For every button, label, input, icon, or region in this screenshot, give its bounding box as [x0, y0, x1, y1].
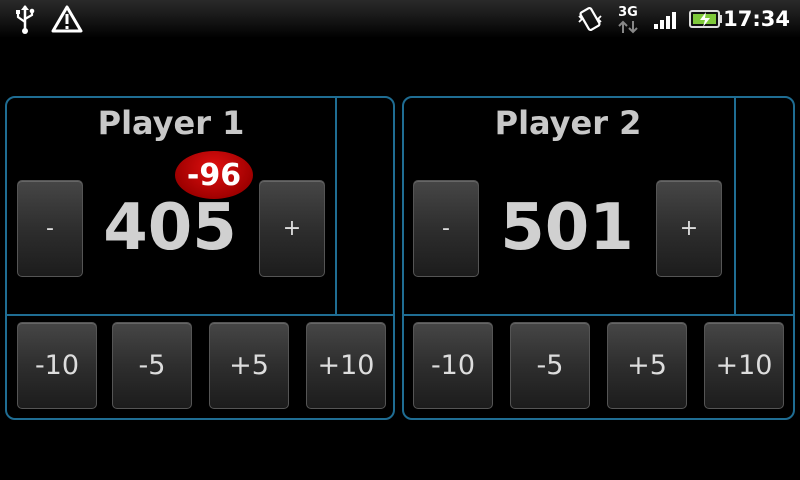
step-plus-10-button[interactable]: +10: [306, 322, 386, 409]
vibrate-icon: [575, 0, 605, 38]
player-name: Player 1: [97, 104, 245, 142]
step-minus-10-button[interactable]: -10: [413, 322, 493, 409]
usb-icon: [12, 0, 38, 38]
warning-icon: [50, 0, 84, 38]
network-3g-icon: 3G: [614, 0, 642, 38]
signal-icon: [652, 0, 682, 38]
step-minus-10-button[interactable]: -10: [17, 322, 97, 409]
step-minus-5-button[interactable]: -5: [112, 322, 192, 409]
step-plus-10-button[interactable]: +10: [704, 322, 784, 409]
player-score: 501: [500, 191, 634, 265]
score-delta-badge: -96: [175, 151, 253, 199]
panel-divider: [734, 98, 736, 314]
player-1-panel: Player 1 - 405 + -96 -10 -5 +5 +10: [5, 96, 395, 420]
increment-button[interactable]: +: [656, 180, 722, 277]
network-type-label: 3G: [618, 5, 638, 20]
player-score: 405: [103, 191, 237, 265]
status-bar: 3G 17:34: [0, 0, 800, 38]
panel-divider: [335, 98, 337, 314]
player-name: Player 2: [494, 104, 642, 142]
clock: 17:34: [723, 7, 790, 31]
decrement-button[interactable]: -: [413, 180, 479, 277]
step-plus-5-button[interactable]: +5: [209, 322, 289, 409]
decrement-button[interactable]: -: [17, 180, 83, 277]
step-minus-5-button[interactable]: -5: [510, 322, 590, 409]
panel-divider: [404, 314, 793, 316]
increment-button[interactable]: +: [259, 180, 325, 277]
panel-divider: [7, 314, 393, 316]
battery-charging-icon: [688, 0, 724, 38]
step-plus-5-button[interactable]: +5: [607, 322, 687, 409]
player-2-panel: Player 2 - 501 + -10 -5 +5 +10: [402, 96, 795, 420]
